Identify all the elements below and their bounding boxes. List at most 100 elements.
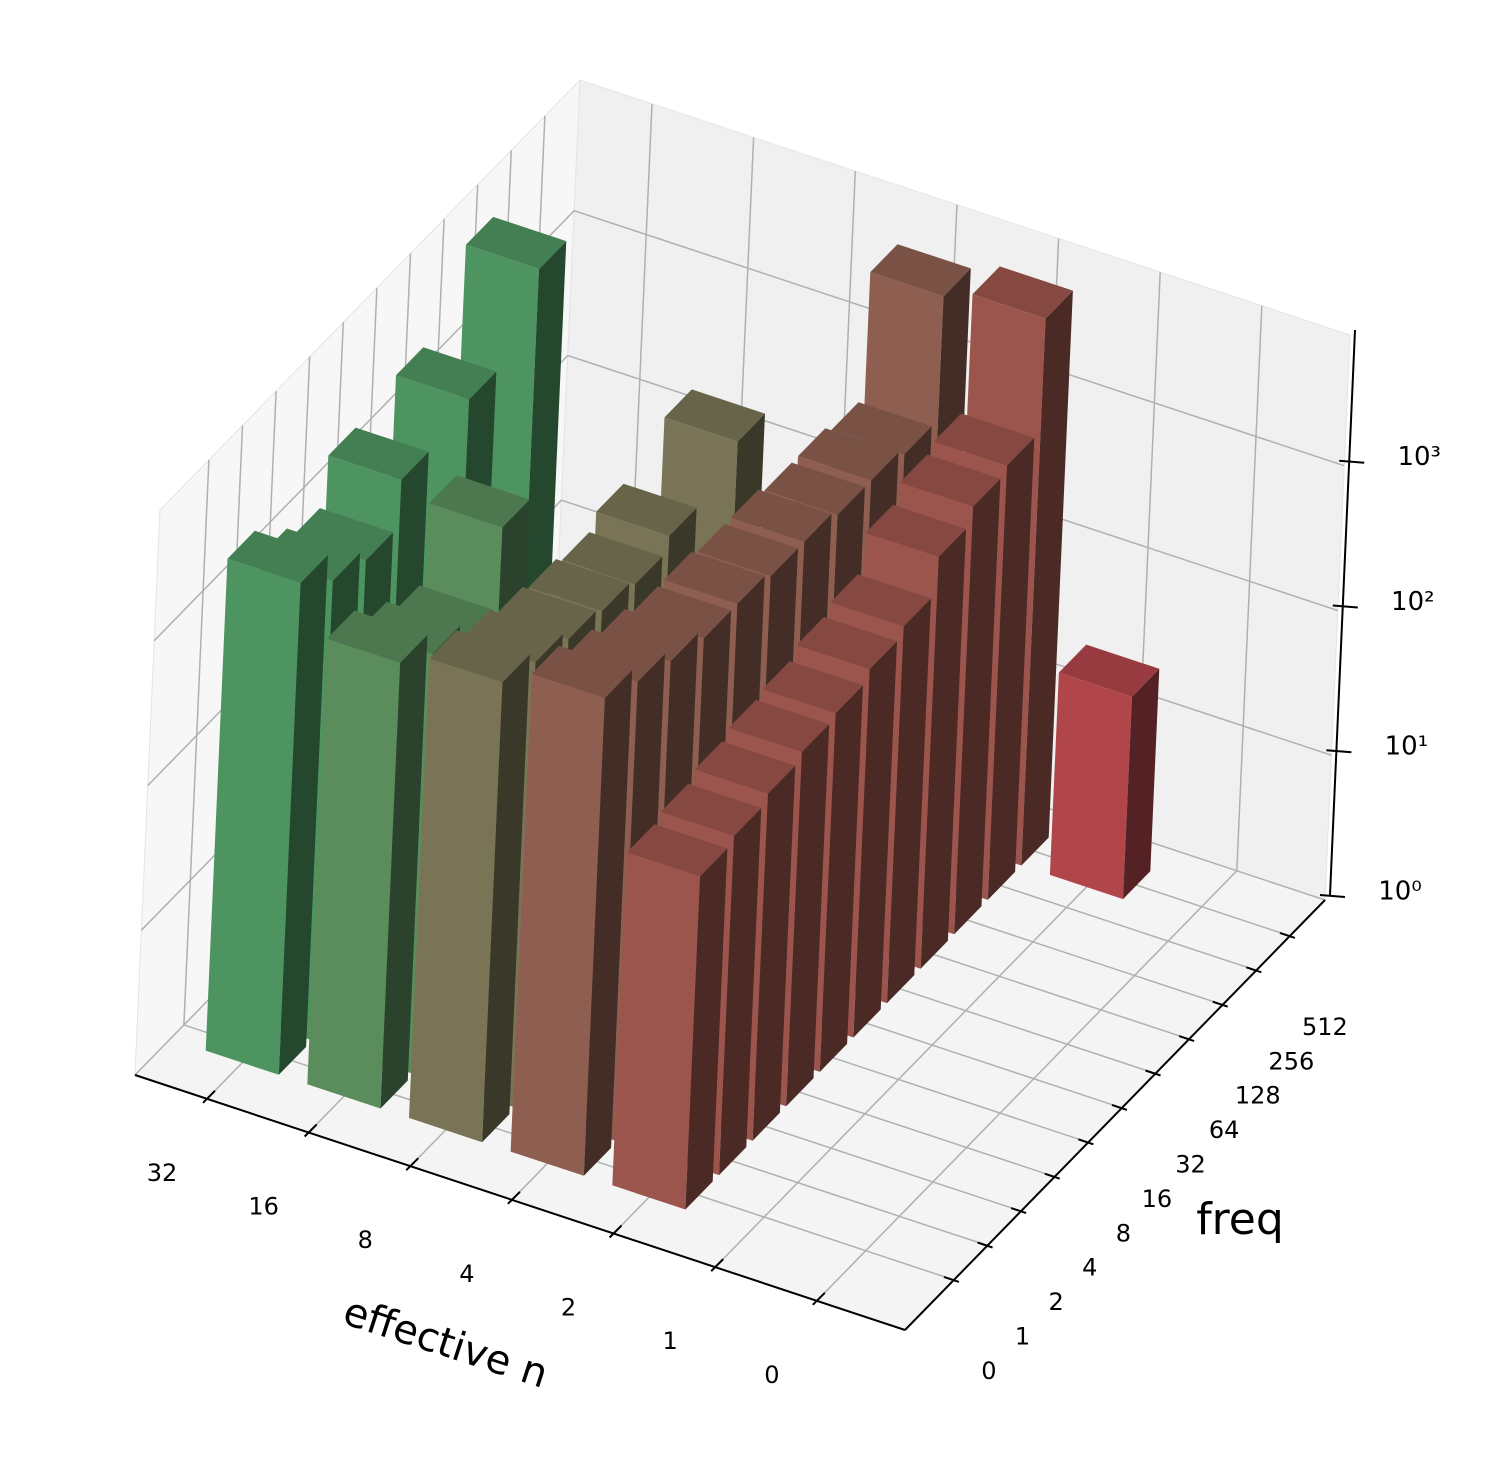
bar-top: [392, 585, 493, 638]
y-tick: [1078, 1138, 1094, 1146]
bar-side: [887, 598, 931, 1004]
bar-top: [900, 454, 1001, 507]
z-tick: [1332, 604, 1358, 609]
bar-front: [510, 673, 605, 1176]
bar-side: [752, 765, 796, 1141]
bar-side: [278, 555, 328, 1075]
bar-top: [562, 532, 663, 585]
bar-top: [596, 483, 697, 536]
bar: [409, 630, 530, 1143]
bar-side: [583, 670, 633, 1176]
bar-top: [764, 462, 865, 515]
bar-top: [495, 586, 596, 640]
bar-top: [933, 413, 1035, 466]
y-tick: [1044, 1172, 1061, 1180]
y-tick: [943, 1275, 960, 1283]
x-axis-line: [134, 1074, 906, 1331]
bar-top: [664, 389, 765, 442]
bar-top: [292, 508, 394, 561]
bar-top: [830, 574, 931, 627]
x-tick: [608, 1224, 623, 1239]
bar-side: [1021, 290, 1073, 866]
bar-top: [796, 617, 897, 670]
bar-side: [819, 685, 863, 1072]
z-tick-label: 10³: [1397, 442, 1441, 472]
bar-top: [731, 489, 832, 542]
bar-side: [1123, 668, 1160, 900]
bar-top: [327, 610, 428, 663]
bar-side: [954, 478, 1001, 935]
bar-top: [664, 551, 765, 604]
z-axis-line: [1329, 329, 1356, 896]
x-tick-label: 1: [663, 1327, 678, 1355]
bar-top: [531, 645, 633, 698]
bar-side: [380, 634, 428, 1109]
bar-top: [396, 347, 497, 400]
x-tick: [202, 1090, 216, 1104]
z-tick: [1339, 459, 1365, 464]
bar-top: [697, 524, 798, 577]
bar: [510, 645, 633, 1176]
x-tick-label: 2: [561, 1293, 576, 1321]
x-tick: [303, 1123, 318, 1138]
bar-top: [429, 475, 530, 528]
bar-top: [694, 741, 796, 794]
y-tick-label: 32: [1175, 1151, 1206, 1179]
bar-side: [920, 528, 967, 969]
bar-top: [359, 601, 460, 654]
z-tick-label: 10⁰: [1378, 877, 1422, 907]
x-tick: [507, 1191, 521, 1205]
bar-side: [853, 641, 897, 1038]
bar-side: [719, 808, 762, 1176]
y-axis-line: [904, 899, 1326, 1331]
y-axis-title: freq: [1196, 1194, 1284, 1245]
x-tick-label: 32: [147, 1159, 178, 1187]
y-tick-label: 64: [1209, 1116, 1240, 1144]
bar-top: [462, 609, 563, 662]
y-tick: [977, 1241, 993, 1249]
bar-top: [798, 428, 899, 481]
y-tick-label: 16: [1142, 1185, 1173, 1213]
bar-front: [205, 558, 301, 1075]
x-tick: [812, 1292, 826, 1306]
bar-top: [627, 824, 728, 877]
bar-side: [786, 724, 830, 1107]
bar: [205, 530, 328, 1075]
x-tick-label: 8: [358, 1226, 373, 1254]
bar-top: [564, 629, 665, 682]
bar-top: [630, 586, 732, 639]
bar-side: [987, 437, 1035, 900]
y-tick: [1111, 1103, 1128, 1111]
z-tick-label: 10²: [1391, 587, 1435, 617]
y-tick: [1212, 1000, 1229, 1008]
bar-top: [328, 427, 429, 480]
x-tick-label: 0: [764, 1361, 779, 1389]
y-tick: [1178, 1035, 1195, 1043]
y-tick-label: 1: [1015, 1323, 1030, 1351]
y-tick-label: 8: [1116, 1219, 1131, 1247]
bar-top: [227, 530, 328, 583]
bar-side: [685, 848, 728, 1210]
bar-front: [307, 638, 401, 1109]
bar-front: [612, 852, 701, 1210]
y-tick: [1279, 931, 1296, 939]
bar-top: [1058, 644, 1160, 697]
bar-top: [597, 609, 698, 662]
x-tick: [710, 1258, 724, 1272]
bar-top: [528, 559, 630, 612]
x-tick: [405, 1157, 419, 1171]
bar-top: [972, 266, 1073, 319]
bar-top: [831, 402, 932, 455]
bar-top: [728, 699, 830, 752]
bar-side: [482, 654, 530, 1143]
y-tick-label: 0: [981, 1357, 996, 1385]
bar: [307, 610, 428, 1109]
y-tick-label: 128: [1235, 1082, 1281, 1110]
grid-line: [153, 209, 1345, 642]
y-tick-label: 512: [1302, 1013, 1348, 1041]
y-tick-label: 256: [1268, 1047, 1314, 1075]
x-tick-label: 4: [459, 1260, 474, 1288]
bar-top: [865, 504, 967, 557]
bar-top: [870, 244, 971, 297]
